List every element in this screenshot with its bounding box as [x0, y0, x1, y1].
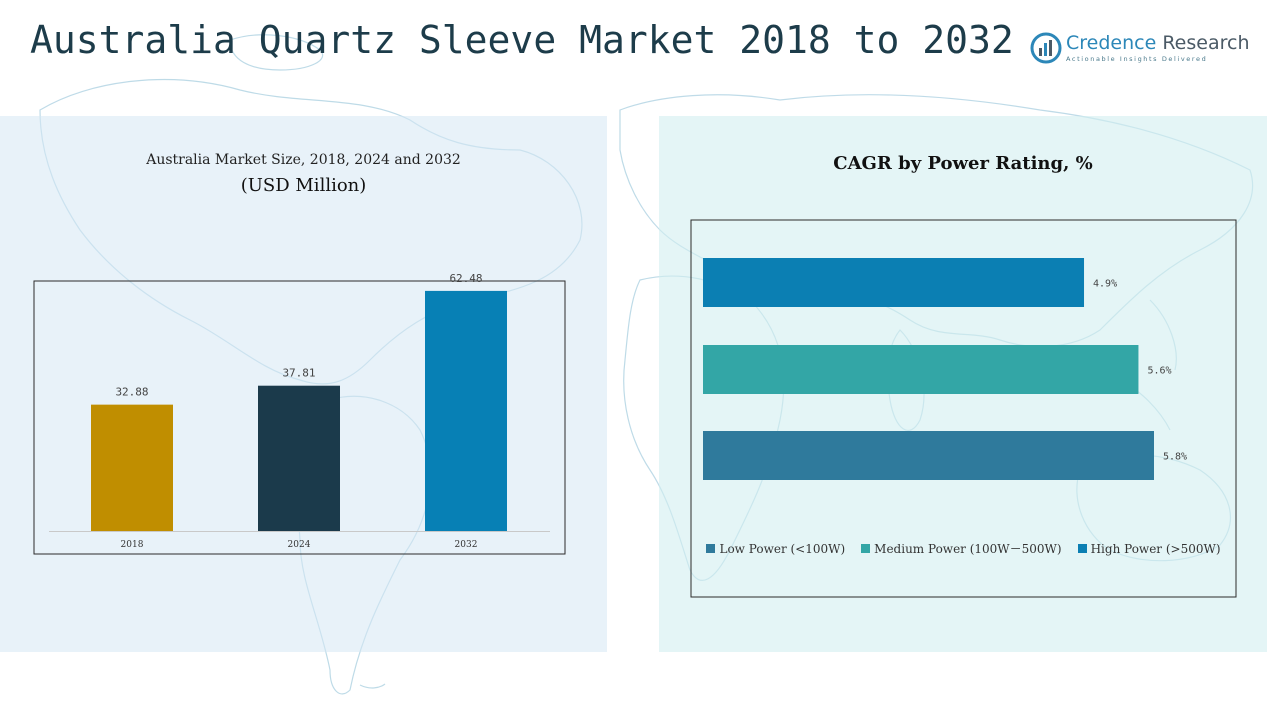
logo-name: Credence Research	[1066, 32, 1249, 54]
x-tick-label-2018: 2018	[121, 540, 144, 550]
legend-swatch-high-power	[1077, 544, 1087, 553]
legend-swatch-medium-power	[861, 544, 871, 553]
page-title: Australia Quartz Sleeve Market 2018 to 2…	[30, 18, 1014, 62]
cagr-legend: Low Power (<100W) Medium Power (100W－500W…	[691, 540, 1236, 557]
legend-item-medium-power: Medium Power (100W－500W)	[861, 540, 1062, 557]
legend-swatch-low-power	[706, 544, 716, 553]
market-size-plot-frame	[33, 280, 566, 555]
logo-name-secondary: Research	[1162, 32, 1250, 54]
cagr-chart-title: CAGR by Power Rating, %	[833, 153, 1093, 174]
bar-value-label-medium-power: 5.6%	[1147, 366, 1171, 377]
bar-2018	[91, 404, 173, 531]
logo-name-primary: Credence	[1066, 32, 1157, 54]
bar-medium-power	[703, 345, 1139, 394]
cagr-plot-frame	[690, 219, 1237, 598]
legend-label-high-power: High Power (>500W)	[1090, 542, 1221, 556]
market-size-chart-title: Australia Market Size, 2018, 2024 and 20…	[146, 152, 461, 168]
bar-value-label-2018: 32.88	[115, 386, 148, 399]
x-tick-label-2032: 2032	[455, 540, 478, 550]
legend-item-low-power: Low Power (<100W)	[706, 542, 845, 556]
legend-item-high-power: High Power (>500W)	[1077, 542, 1221, 556]
market-size-chart-subtitle: (USD Million)	[240, 175, 367, 196]
legend-label-low-power: Low Power (<100W)	[719, 542, 846, 556]
bar-value-label-2032: 62.48	[449, 272, 482, 285]
logo-tagline: Actionable Insights Delivered	[1066, 55, 1208, 63]
bar-value-label-low-power: 5.8%	[1163, 452, 1187, 463]
bar-2024	[258, 385, 340, 531]
bar-value-label-high-power: 4.9%	[1093, 279, 1117, 290]
bar-high-power	[703, 258, 1085, 307]
credence-research-logo: Credence Research Actionable Insights De…	[1030, 30, 1249, 66]
legend-label-medium-power: Medium Power (100W－500W)	[874, 542, 1062, 556]
bar-value-label-2024: 37.81	[282, 367, 315, 380]
bar-2032	[425, 290, 507, 531]
x-tick-label-2024: 2024	[288, 540, 311, 550]
logo-mark-icon	[1030, 32, 1062, 64]
bar-low-power	[703, 431, 1154, 480]
